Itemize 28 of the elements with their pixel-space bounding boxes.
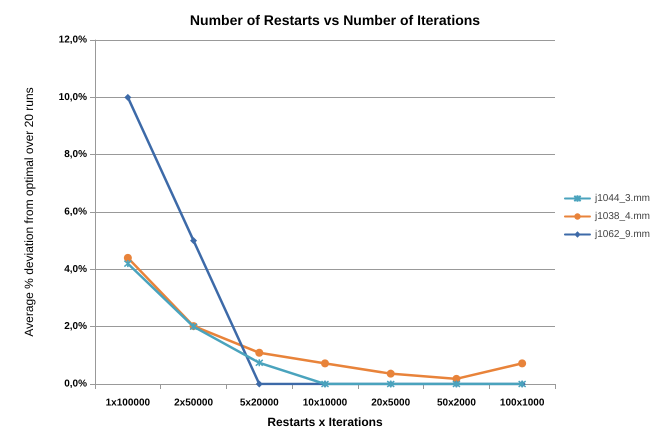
y-tick-label: 10,0% [58, 92, 88, 103]
y-tick-label: 12,0% [58, 34, 88, 46]
point [255, 348, 264, 357]
point [321, 359, 329, 368]
y-tick-label: 2,0% [64, 321, 88, 332]
x-tick-label: 100x1000 [500, 398, 545, 408]
x-tick-label: 1x100000 [106, 398, 151, 408]
x-tick-label: 5x20000 [240, 398, 280, 408]
x-tick-label: 2x50000 [174, 398, 214, 408]
point [190, 237, 198, 244]
y-tick-label: 4,0% [64, 264, 88, 275]
x-tick-label: 50x2000 [436, 398, 476, 408]
point [518, 359, 526, 368]
chart-title: Number of Restarts vs Number of Iterations [190, 12, 480, 28]
legend-label: j1062_9.mm [594, 229, 650, 240]
legend-label: j1038_4.mm [594, 211, 650, 222]
y-axis-title: Average % deviation from optimal over 20 runs [22, 87, 36, 337]
point [386, 370, 395, 378]
point [256, 380, 263, 388]
y-tick-label: 8,0% [64, 149, 88, 160]
point [124, 94, 132, 101]
x-axis-title: Restarts x Iterations [267, 415, 384, 429]
x-tick-label: 10x10000 [302, 398, 348, 408]
legend-label: j1044_3.mm [594, 193, 650, 204]
x-tick-label: 20x5000 [371, 398, 411, 408]
y-tick-label: 6,0% [64, 206, 88, 218]
point [255, 358, 264, 368]
y-tick-label: 0,0% [64, 378, 88, 390]
